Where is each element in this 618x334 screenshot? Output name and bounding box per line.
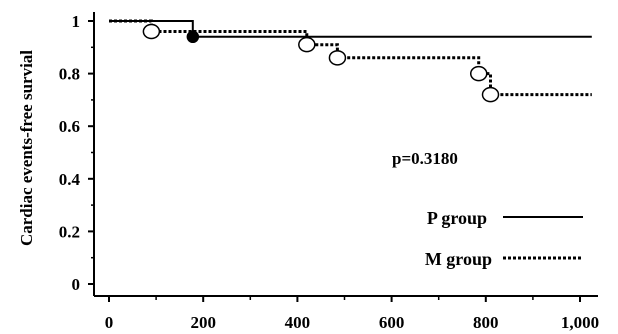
x-tick-label: 0	[105, 313, 114, 332]
series-line-m-group	[109, 19, 592, 97]
series-line-p-group	[109, 20, 592, 38]
y-tick-label: 0.6	[59, 117, 80, 136]
axes	[93, 12, 598, 297]
legend-label-m-group: M group	[425, 249, 492, 269]
x-tick-label: 800	[473, 313, 499, 332]
y-tick-label: 1	[72, 12, 81, 31]
x-tick-label: 200	[190, 313, 216, 332]
series-group	[109, 19, 592, 103]
y-tick-label: 0	[72, 275, 81, 294]
x-tick-label: 400	[285, 313, 311, 332]
event-marker-open	[469, 65, 488, 82]
x-tick-label: 600	[379, 313, 405, 332]
y-tick-label: 0.8	[59, 65, 80, 84]
legend-label-p-group: P group	[427, 208, 487, 228]
p-value-annotation: p=0.3180	[392, 149, 458, 168]
event-marker-filled	[186, 30, 200, 44]
event-marker-open	[481, 86, 500, 103]
legend: P group M group	[425, 208, 583, 269]
y-tick-label: 0.2	[59, 222, 80, 241]
event-marker-open	[142, 23, 161, 40]
x-tick-label: 1,000	[561, 313, 599, 332]
y-ticks: 0 0.2 0.4 0.6 0.8 1	[59, 12, 94, 294]
y-axis-title: Cardiac events-free survial	[17, 50, 36, 246]
event-marker-open	[298, 36, 316, 53]
x-ticks: 0 200 400 600 800 1,000	[105, 296, 599, 332]
event-marker-open	[328, 50, 347, 66]
y-tick-label: 0.4	[59, 170, 81, 189]
